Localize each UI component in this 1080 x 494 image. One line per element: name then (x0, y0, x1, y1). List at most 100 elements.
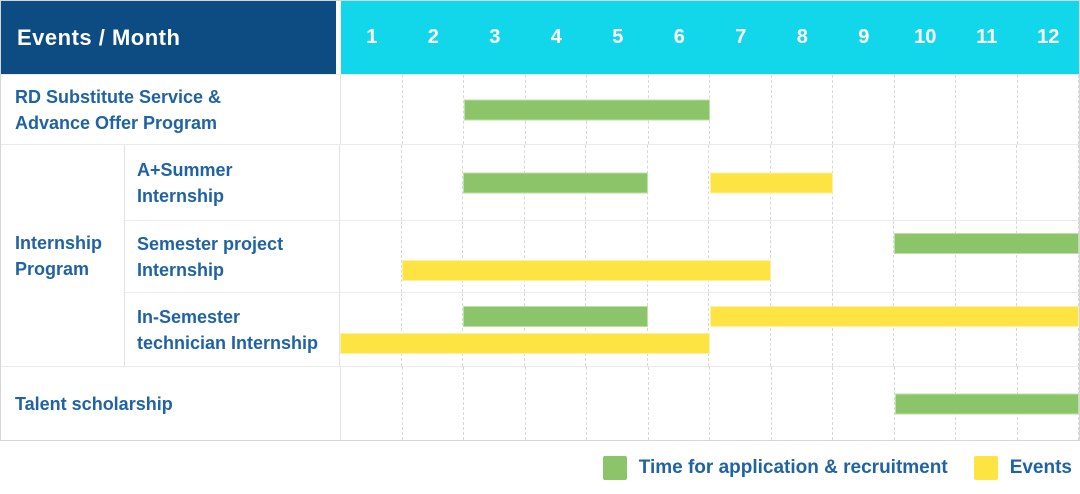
grid-cell (648, 145, 710, 220)
row-grid (341, 367, 1079, 440)
grid-cell (1017, 221, 1079, 292)
events-bar (401, 259, 772, 281)
grid-cell (526, 367, 587, 440)
legend-item-events: Events (973, 455, 1072, 480)
table-row: Talent scholarship (1, 366, 1079, 440)
month-header-cell: 7 (735, 26, 747, 48)
group-label-line: Internship (15, 232, 103, 253)
grid-cell (1017, 145, 1079, 220)
application-recruitment-bar (463, 172, 648, 193)
month-header-cell: 8 (796, 26, 808, 48)
grid-cell (956, 293, 1018, 366)
row-label-rd-substitute: RD Substitute Service & Advance Offer Pr… (1, 75, 341, 144)
page-title: Events / Month (17, 24, 181, 50)
month-header-cell: 3 (489, 26, 501, 48)
application-recruitment-bar (464, 99, 710, 120)
events-bar (340, 332, 710, 354)
grid-cell (586, 221, 648, 292)
row-label-line: Semester project (137, 233, 284, 254)
table-row: Semester project Internship (125, 220, 1079, 292)
grid-cell (894, 221, 956, 292)
grid-cell (709, 221, 772, 292)
row-label-line: Talent scholarship (15, 393, 173, 414)
grid-cell (833, 221, 895, 292)
grid-cell (402, 145, 464, 220)
row-label-line: Internship (137, 185, 225, 206)
application-recruitment-bar (894, 232, 1079, 254)
grid-cell (772, 367, 833, 440)
grid-cell (525, 293, 587, 366)
application-recruitment-bar (894, 393, 1079, 414)
grid-cell (772, 75, 833, 144)
row-label-semester-project-internship: Semester project Internship (125, 221, 340, 292)
grid-cell (710, 367, 772, 440)
legend: Time for application & recruitment Event… (0, 441, 1080, 494)
month-header-cell: 11 (976, 26, 998, 48)
grid-cell (648, 221, 710, 292)
grid-cell (586, 293, 648, 366)
group-label-internship-program: Internship Program (1, 145, 125, 366)
month-header-cell: 4 (550, 26, 562, 48)
row-grid (340, 145, 1079, 220)
grid-cell (895, 75, 956, 144)
month-header-cell: 6 (673, 26, 685, 48)
grid-cell (340, 221, 402, 292)
grid-cell (403, 367, 464, 440)
legend-item-application: Time for application & recruitment (602, 455, 948, 480)
table-row: RD Substitute Service & Advance Offer Pr… (1, 74, 1079, 144)
green-swatch-icon (602, 455, 627, 480)
month-header-cell: 1 (366, 26, 378, 48)
grid-cell (341, 367, 403, 440)
grid-cell (587, 367, 649, 440)
grid-cell (833, 293, 895, 366)
grid-cell (956, 145, 1018, 220)
grid-cell (340, 293, 402, 366)
grid-cell (463, 293, 525, 366)
grid-cell (833, 367, 895, 440)
row-label-in-semester-technician-internship: In-Semester technician Internship (125, 293, 340, 366)
table-row: In-Semester technician Internship (125, 292, 1079, 366)
grid-cell (464, 367, 526, 440)
grid-cell (649, 367, 710, 440)
month-header-cell: 10 (914, 26, 937, 48)
row-grid (340, 293, 1079, 366)
month-header-cell: 2 (427, 26, 439, 48)
row-label-line: Internship (137, 259, 225, 280)
events-bar (709, 172, 833, 193)
grid-cell (463, 221, 525, 292)
application-recruitment-bar (463, 305, 648, 327)
row-label-line: In-Semester (137, 306, 241, 327)
grid-cell (771, 221, 833, 292)
group-label-line: Program (15, 258, 90, 279)
grid-cell (956, 221, 1018, 292)
grid-cell (402, 221, 464, 292)
grid-cell (1017, 293, 1079, 366)
grid-cell (894, 145, 956, 220)
row-label-line: RD Substitute Service & (15, 86, 222, 107)
month-header-cell: 12 (1037, 26, 1060, 48)
grid-cell (1018, 75, 1079, 144)
grid-cell (341, 75, 403, 144)
header-row: Events / Month 1 2 3 4 5 6 7 8 9 10 11 12 (1, 1, 1079, 74)
row-label-talent-scholarship: Talent scholarship (1, 367, 341, 440)
row-label-line: Advance Offer Program (15, 112, 218, 133)
row-grid (340, 221, 1079, 292)
table-row: A+Summer Internship (125, 145, 1079, 220)
grid-cell (402, 293, 464, 366)
yellow-swatch-icon (973, 455, 998, 480)
month-header-cell: 5 (612, 26, 624, 48)
events-bar (709, 305, 1079, 327)
grid-cell (956, 75, 1018, 144)
row-label-line: technician Internship (137, 332, 319, 353)
grid-cell (525, 221, 587, 292)
month-header-cell: 9 (858, 26, 870, 48)
row-label-line: A+Summer (137, 159, 233, 180)
grid-cell (894, 293, 956, 366)
gantt-table: Events / Month 1 2 3 4 5 6 7 8 9 10 11 12 RD Substi… (0, 0, 1080, 441)
grid-cell (710, 75, 772, 144)
grid-cell (340, 145, 402, 220)
grid-cell (833, 145, 895, 220)
grid-cell (833, 75, 895, 144)
row-label-a-summer-internship: A+Summer Internship (125, 145, 340, 220)
legend-label: Time for application & recruitment (638, 456, 948, 478)
